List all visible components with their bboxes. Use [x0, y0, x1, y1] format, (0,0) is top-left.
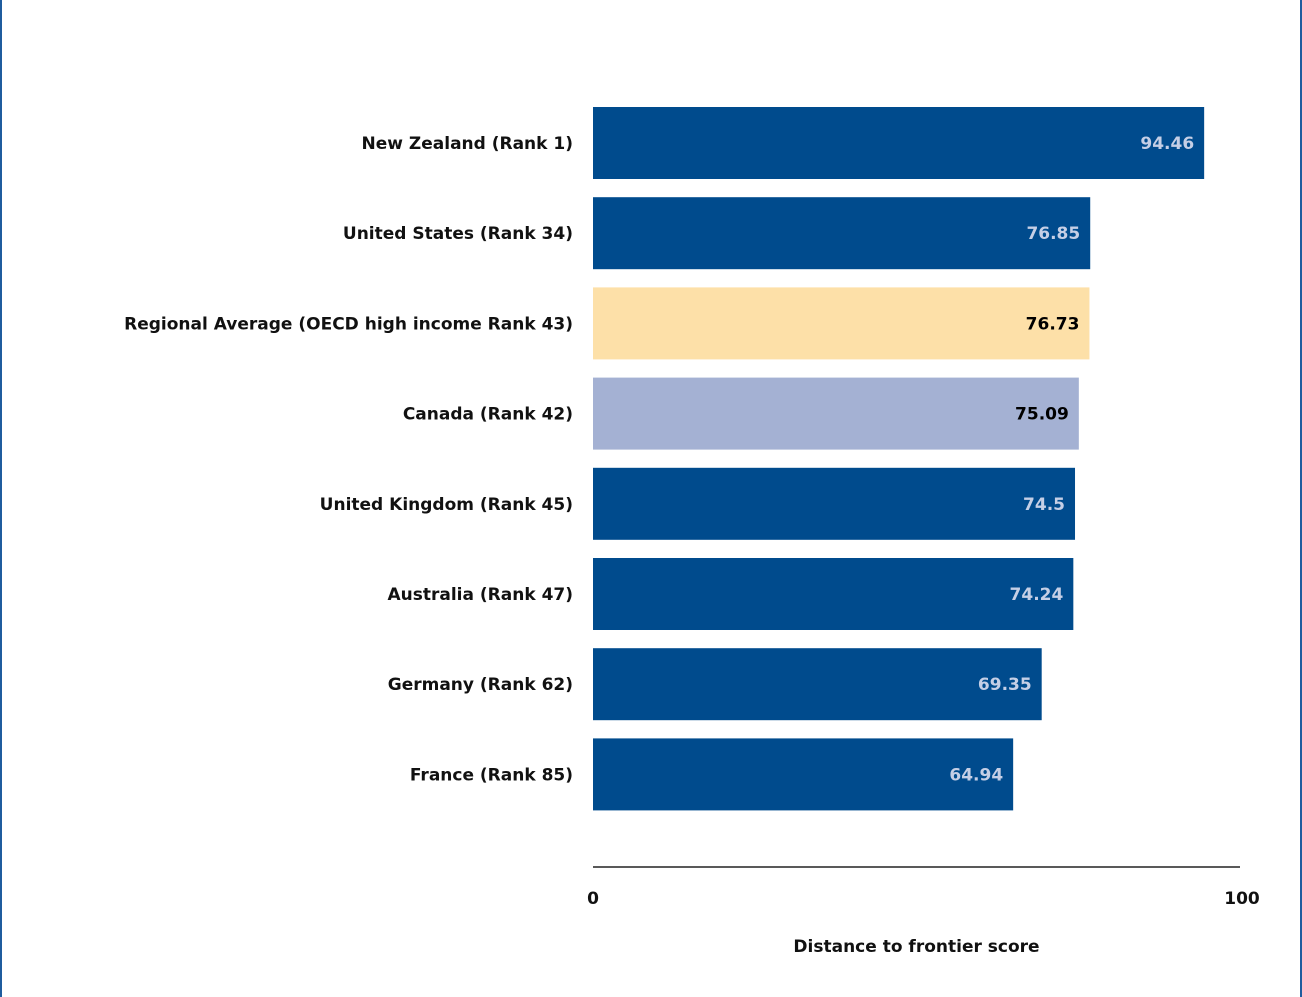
bar-3 [593, 377, 1079, 450]
value-label: 69.35 [978, 675, 1032, 695]
value-label: 64.94 [949, 765, 1003, 785]
bar-6 [593, 648, 1042, 721]
bar-7 [593, 738, 1014, 811]
bars-layer [593, 107, 1205, 811]
x-tick-label: 0 [587, 889, 599, 909]
category-label: Canada (Rank 42) [403, 405, 573, 425]
category-label: Germany (Rank 62) [388, 675, 573, 695]
category-label: Australia (Rank 47) [388, 585, 574, 605]
bar-0 [593, 107, 1205, 179]
category-label: Regional Average (OECD high income Rank … [124, 314, 573, 334]
value-label: 76.73 [1026, 314, 1080, 334]
category-labels: New Zealand (Rank 1) United States (Rank … [124, 134, 573, 785]
value-label: 94.46 [1140, 134, 1194, 154]
value-label: 75.09 [1015, 405, 1069, 425]
x-axis-ticks: 0 100 [587, 889, 1260, 909]
bar-4 [593, 467, 1076, 540]
category-label: United States (Rank 34) [343, 224, 573, 244]
value-label: 76.85 [1026, 224, 1080, 244]
value-labels: 94.46 76.85 76.73 75.09 74.5 74.24 69.35 64.94 [949, 134, 1194, 785]
bar-5 [593, 558, 1074, 630]
category-label: United Kingdom (Rank 45) [320, 495, 573, 515]
category-label: France (Rank 85) [410, 765, 573, 785]
x-axis-title: Distance to frontier score [793, 937, 1039, 957]
value-label: 74.5 [1023, 495, 1065, 515]
bar-2 [593, 287, 1090, 360]
bar-1 [593, 197, 1091, 270]
x-tick-label: 100 [1224, 889, 1260, 909]
category-label: New Zealand (Rank 1) [362, 134, 573, 154]
value-label: 74.24 [1010, 585, 1064, 605]
